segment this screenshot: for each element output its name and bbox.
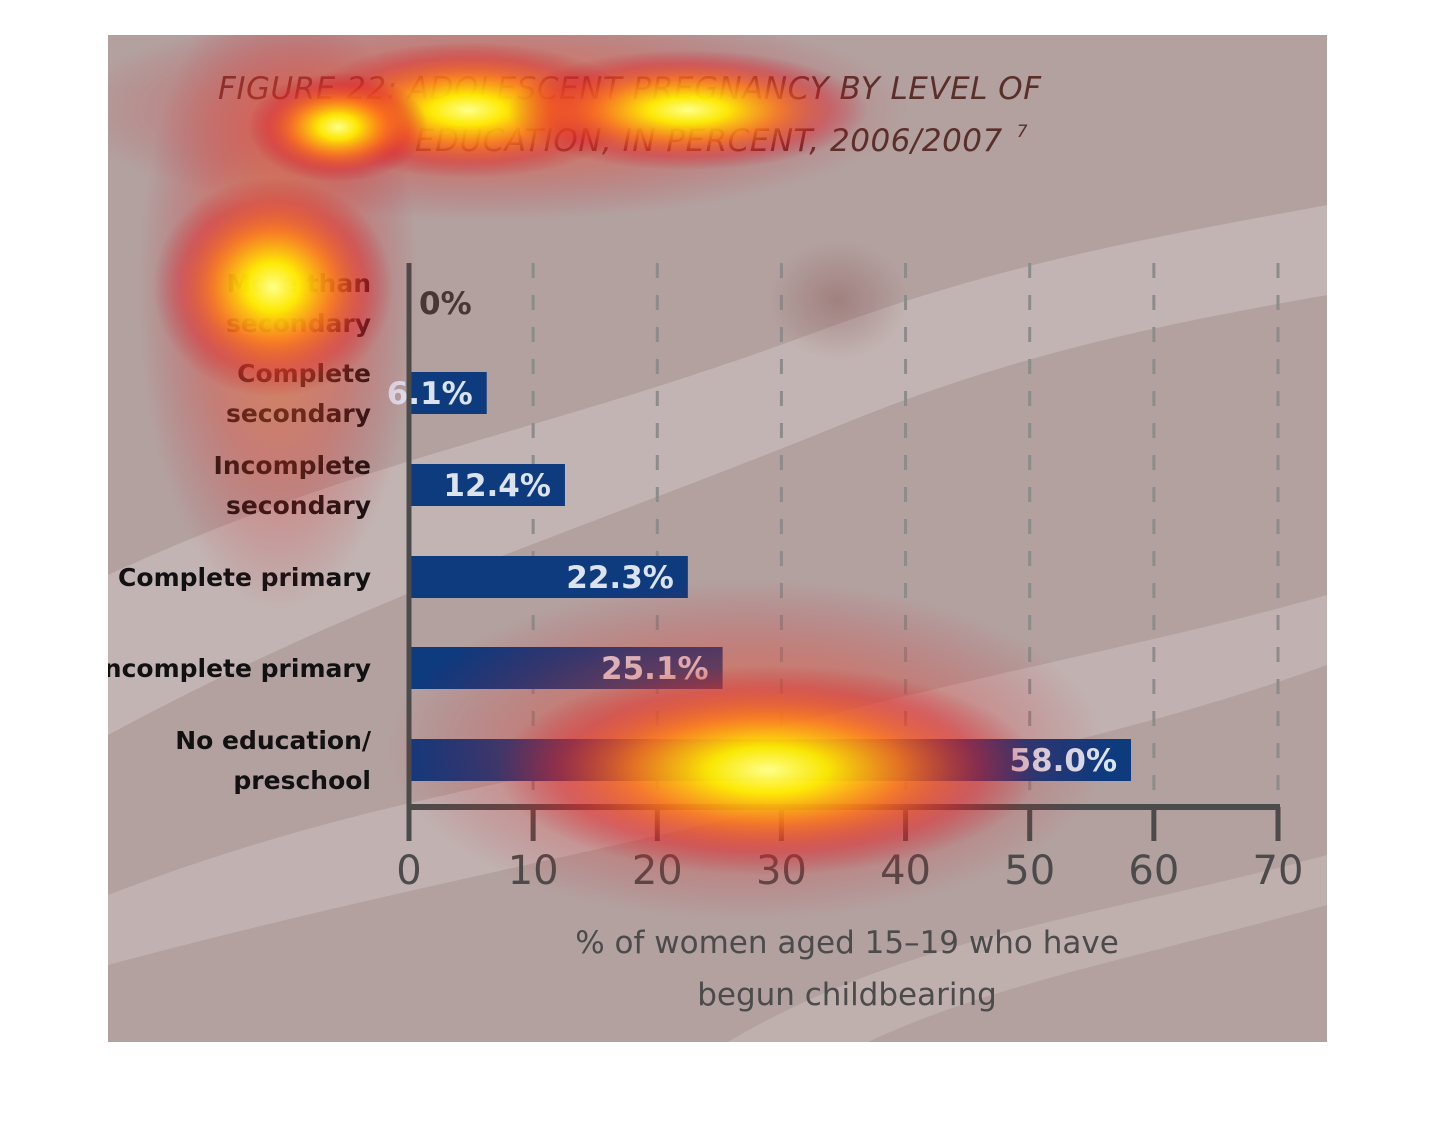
x-tick-label-60: 60 [1128,848,1179,894]
category-label-5-0: No education/ [175,726,372,755]
bar-1 [411,372,487,414]
x-axis-title-line-1: % of women aged 15–19 who have [575,925,1119,961]
x-tick-label-0: 0 [396,848,421,894]
data-label-0: 0% [419,286,472,322]
x-axis-title-line-2: begun childbearing [697,977,997,1013]
figure-panel: FIGURE 22: ADOLESCENT PREGNANCY BY LEVEL… [108,35,1327,1042]
title-footnote: 7 [1017,122,1028,142]
category-label-4-0: Incomplete primary [108,654,371,683]
bar-2 [411,464,565,506]
bar-chart: FIGURE 22: ADOLESCENT PREGNANCY BY LEVEL… [108,35,1327,1042]
data-label-2: 12.4% [443,468,551,504]
attention-heatmap [108,35,1108,920]
x-tick-label-70: 70 [1253,848,1304,894]
category-label-5-1: preschool [233,766,371,795]
